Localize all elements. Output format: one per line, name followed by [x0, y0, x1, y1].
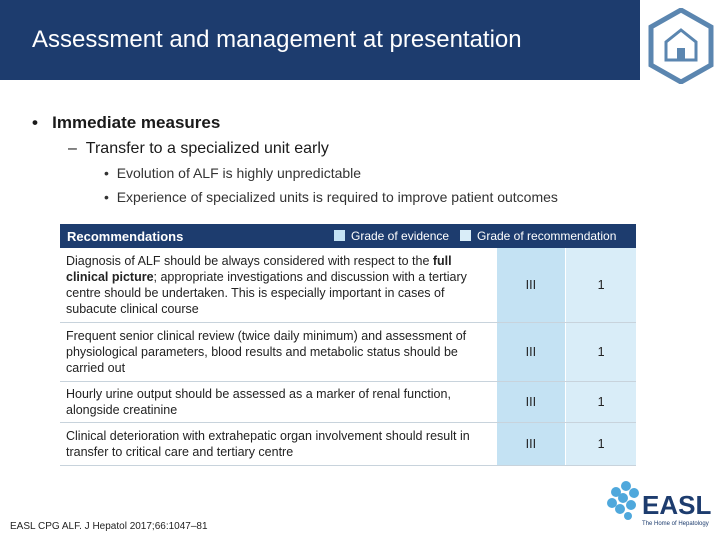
easl-logo: EASL The Home of Hepatology: [607, 481, 711, 527]
evidence-cell: III: [495, 382, 566, 422]
bullet-text: Evolution of ALF is highly unpredictable: [116, 165, 362, 181]
recommendation-text: Hourly urine output should be assessed a…: [60, 382, 496, 422]
text-segment: ; appropriate investigations and discuss…: [66, 270, 467, 316]
legend-text: Grade of recommendation: [477, 229, 617, 243]
recommendations-table: Recommendations Grade of evidence Grade …: [60, 224, 636, 466]
table-header: Recommendations Grade of evidence Grade …: [60, 224, 636, 248]
table-row: Hourly urine output should be assessed a…: [60, 382, 636, 423]
recommendation-text: Clinical deterioration with extrahepatic…: [60, 423, 496, 465]
text-block: Diagnosis of ALF should be always consid…: [66, 253, 490, 317]
table-row: Frequent senior clinical review (twice d…: [60, 323, 636, 382]
bullet-text: Transfer to a specialized unit early: [85, 140, 329, 157]
text-segment: Diagnosis of ALF should be always consid…: [66, 254, 433, 268]
text-segment: full clinical picture: [66, 254, 452, 284]
legend-item: Grade of recommendation: [460, 229, 616, 243]
text-segment: Hourly urine output should be assessed a…: [66, 387, 451, 417]
header-cell: Recommendations: [67, 229, 184, 244]
bullet: • Evolution of ALF is highly unpredictab…: [104, 165, 362, 181]
text-block: Hourly urine output should be assessed a…: [66, 386, 490, 418]
header-bar: [0, 0, 640, 80]
evidence-cell: III: [495, 248, 566, 322]
evidence-cell: III: [495, 323, 566, 381]
table-body: Diagnosis of ALF should be always consid…: [60, 248, 636, 466]
citation: EASL CPG ALF. J Hepatol 2017;66:1047–81: [10, 521, 208, 532]
text-block: Clinical deterioration with extrahepatic…: [66, 428, 490, 460]
text-segment: Frequent senior clinical review (twice d…: [66, 329, 467, 375]
evidence-cell: III: [495, 423, 566, 465]
legend-text: Grade of evidence: [351, 229, 450, 243]
title: Assessment and management at presentatio…: [32, 26, 522, 53]
table-row: Clinical deterioration with extrahepatic…: [60, 423, 636, 466]
bullet: • Experience of specialized units is req…: [104, 189, 558, 205]
bullet-text: Immediate measures: [52, 113, 221, 132]
text-block: Frequent senior clinical review (twice d…: [66, 328, 490, 376]
bullet-text: Experience of specialized units is requi…: [116, 189, 558, 205]
logo-tagline: The Home of Hepatology: [642, 521, 709, 527]
recommendation-text: Diagnosis of ALF should be always consid…: [60, 248, 496, 322]
home-button[interactable]: [648, 8, 714, 84]
recommendation-cell: 1: [565, 323, 636, 381]
recommendation-cell: 1: [565, 423, 636, 465]
text-segment: Clinical deterioration with extrahepatic…: [66, 429, 470, 459]
recommendation-cell: 1: [565, 248, 636, 322]
recommendation-text: Frequent senior clinical review (twice d…: [60, 323, 496, 381]
table-row: Diagnosis of ALF should be always consid…: [60, 248, 636, 323]
legend-item: Grade of evidence: [334, 229, 449, 243]
recommendation-cell: 1: [565, 382, 636, 422]
bullet: • Immediate measures: [32, 113, 221, 132]
bullet: – Transfer to a specialized unit early: [68, 140, 329, 157]
logo-text: EASL: [642, 490, 711, 520]
